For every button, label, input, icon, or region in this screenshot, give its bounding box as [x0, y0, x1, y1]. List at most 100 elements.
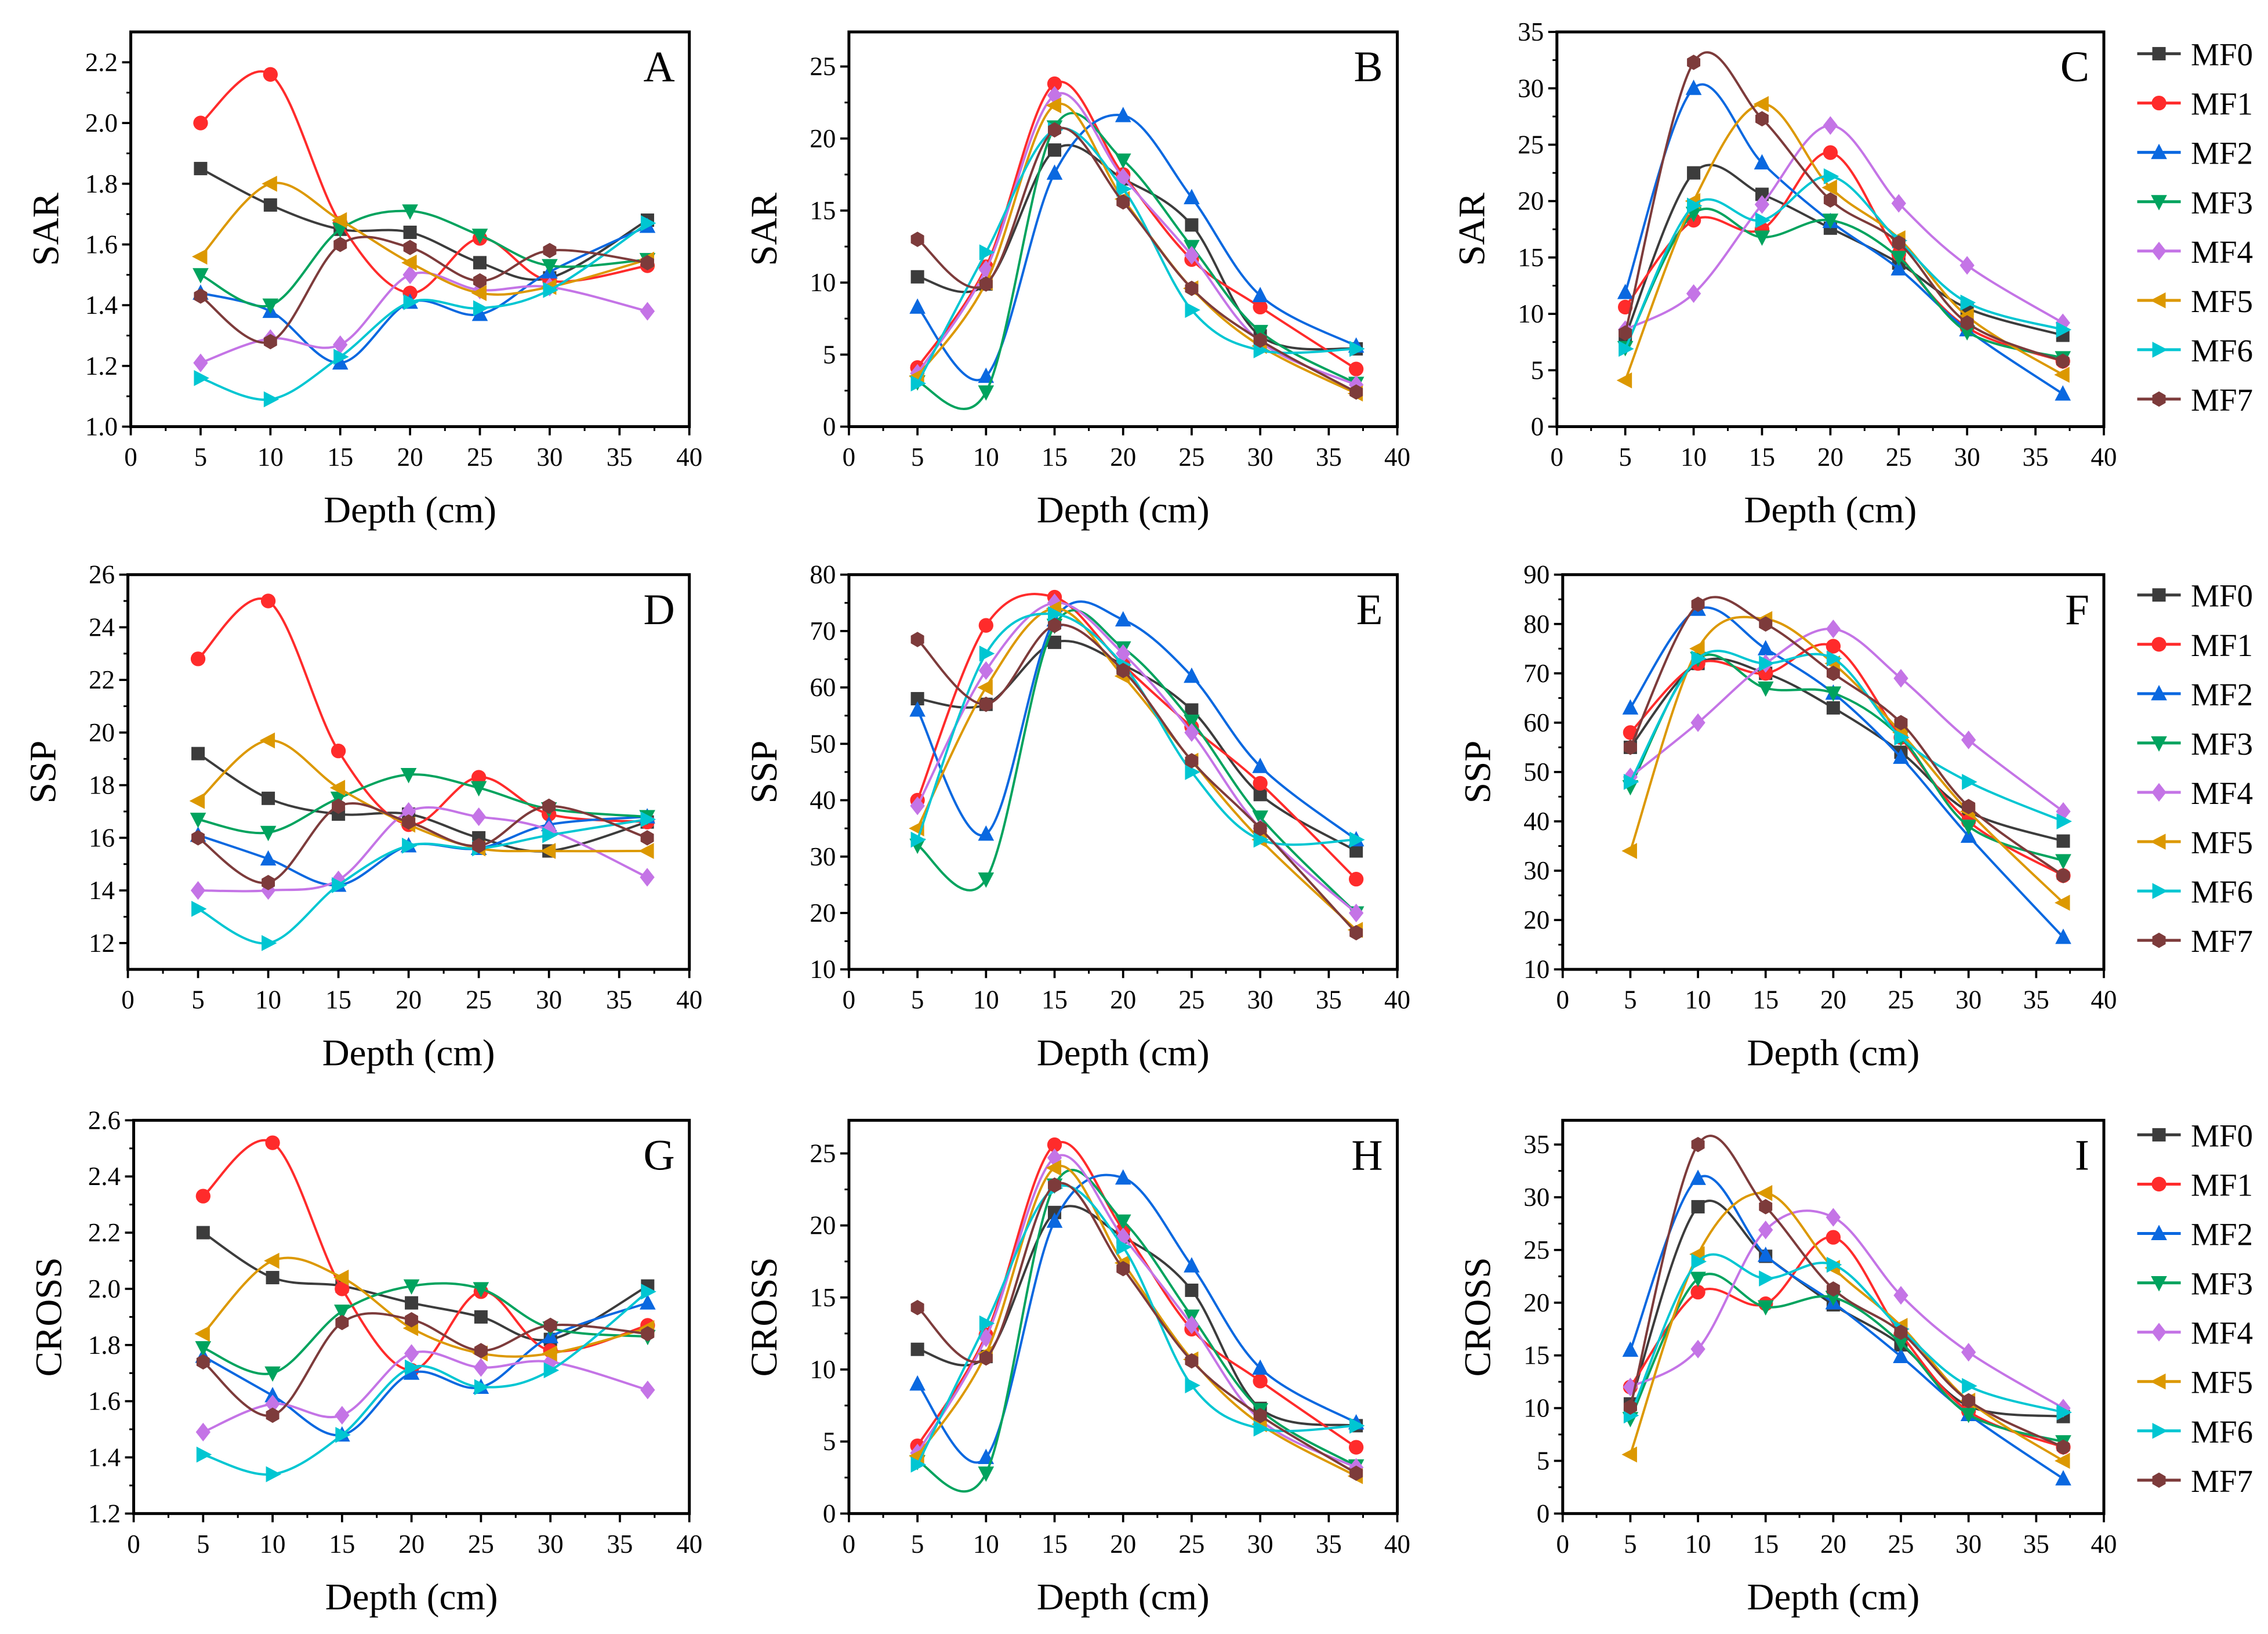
x-tick-label: 5	[1619, 443, 1632, 472]
triangle-right-marker	[543, 282, 558, 298]
triangle-left-marker	[329, 780, 346, 796]
panel-e: 0 5 10 15 20 25 30 35 40 10 20 30 40 50 60 70 80 Depth (c…	[743, 560, 1410, 1074]
x-tick-label: 0	[843, 1530, 856, 1559]
series-mf3	[193, 204, 656, 314]
diamond-marker	[1754, 195, 1770, 214]
square-marker	[263, 198, 277, 212]
hexagon-marker	[1691, 1136, 1705, 1153]
triangle-up-marker	[2055, 1470, 2071, 1486]
series-mf6	[1623, 650, 2072, 829]
hexagon-marker	[1185, 1353, 1199, 1369]
y-tick-label: 20	[810, 124, 836, 153]
triangle-left-marker	[1757, 1184, 1773, 1201]
hexagon-marker	[910, 231, 924, 247]
series-mf1	[1618, 145, 2070, 369]
x-tick-label: 40	[2091, 443, 2117, 472]
y-tick-label: 25	[810, 1139, 836, 1168]
triangle-right-marker	[979, 1315, 995, 1332]
y-tick-label: 20	[1523, 905, 1550, 934]
y-tick-label: 10	[1523, 1394, 1550, 1423]
triangle-right-marker	[1823, 168, 1839, 184]
hexagon-marker	[1048, 122, 1061, 138]
triangle-left-marker	[2150, 292, 2166, 309]
triangle-left-marker	[1689, 640, 1705, 657]
x-tick-label: 5	[911, 1530, 924, 1559]
hexagon-marker	[1253, 332, 1267, 348]
legend-label: MF0	[2191, 578, 2253, 614]
y-tick-label: 22	[89, 665, 115, 694]
x-tick-label: 15	[1752, 986, 1779, 1015]
triangle-up-marker	[1252, 287, 1268, 303]
circle-marker	[1826, 1230, 1841, 1245]
legend-item: MF2	[2137, 136, 2253, 171]
series-mf7	[1623, 596, 2070, 883]
legend-label: MF6	[2191, 1414, 2253, 1450]
legend-label: MF7	[2191, 382, 2253, 418]
x-tick-label: 20	[1820, 1530, 1846, 1559]
triangle-down-marker	[473, 1282, 489, 1298]
legend: MF0 MF1 MF2 MF3 MF4 MF5 MF6 MF7	[2137, 578, 2253, 959]
x-tick-label: 35	[1316, 1530, 1342, 1559]
hexagon-marker	[333, 237, 347, 252]
diamond-marker	[1961, 1343, 1976, 1362]
diamond-marker	[640, 1381, 655, 1400]
triangle-right-marker	[1349, 1418, 1365, 1434]
triangle-down-marker	[334, 1305, 350, 1320]
x-tick-label: 15	[1042, 443, 1068, 472]
panel-a: 0 5 10 15 20 25 30 35 40 1.0 1.2 1.4 1.6 1.8 2.0 2.2 Dep…	[25, 30, 702, 531]
triangle-down-marker	[262, 298, 279, 314]
x-axis-label: Depth (cm)	[1037, 1576, 1210, 1618]
series-line	[916, 1184, 1356, 1465]
circle-marker	[1348, 1440, 1364, 1455]
y-tick-label: 2.4	[88, 1162, 121, 1191]
triangle-down-marker	[190, 813, 206, 828]
triangle-up-marker	[978, 367, 995, 383]
x-tick-label: 30	[1954, 443, 1980, 472]
x-axis-label: Depth (cm)	[324, 490, 496, 531]
circle-marker	[193, 115, 208, 131]
hexagon-marker	[1619, 325, 1632, 341]
hexagon-marker	[266, 1407, 280, 1423]
x-tick-label: 30	[1955, 986, 1982, 1015]
circle-marker	[1823, 145, 1838, 160]
y-tick-label: 5	[1537, 1446, 1550, 1475]
x-tick-label: 40	[2091, 1530, 2117, 1559]
triangle-right-marker	[196, 1446, 212, 1463]
square-marker	[473, 256, 487, 270]
y-tick-label: 50	[810, 729, 836, 758]
x-axis-label: Depth (cm)	[325, 1576, 498, 1618]
x-tick-label: 40	[1384, 986, 1410, 1015]
hexagon-marker	[1623, 1399, 1637, 1415]
series-mf7	[910, 1177, 1363, 1481]
triangle-up-marker	[1184, 189, 1200, 205]
y-tick-label: 1.4	[88, 1443, 121, 1472]
x-tick-label: 25	[468, 1530, 494, 1559]
series-mf6	[910, 122, 1365, 392]
hexagon-marker	[1185, 280, 1199, 296]
series-mf4	[195, 1344, 655, 1442]
triangle-down-marker	[1252, 810, 1268, 826]
x-tick-label: 10	[260, 1530, 286, 1559]
triangle-up-marker	[1622, 1341, 1639, 1357]
triangle-right-marker	[194, 369, 209, 386]
y-axis-label: SAR	[1451, 192, 1493, 266]
triangle-down-marker	[260, 825, 277, 842]
triangle-left-marker	[977, 679, 993, 695]
y-tick-label: 70	[1523, 659, 1550, 688]
legend-label: MF1	[2191, 1167, 2253, 1202]
circle-marker	[263, 67, 278, 82]
legend-label: MF1	[2191, 628, 2253, 663]
hexagon-marker	[1962, 1393, 1976, 1409]
series-mf7	[196, 1311, 655, 1423]
square-marker	[1185, 703, 1199, 717]
series-mf6	[910, 606, 1365, 848]
triangle-left-marker	[194, 1325, 210, 1342]
triangle-right-marker	[1116, 1239, 1132, 1255]
hexagon-marker	[979, 276, 993, 292]
series-mf4	[193, 265, 655, 372]
triangle-up-marker	[1115, 1169, 1131, 1185]
triangle-down-marker	[193, 268, 209, 284]
triangle-down-marker	[1960, 1407, 1977, 1423]
triangle-down-marker	[1115, 1214, 1131, 1230]
